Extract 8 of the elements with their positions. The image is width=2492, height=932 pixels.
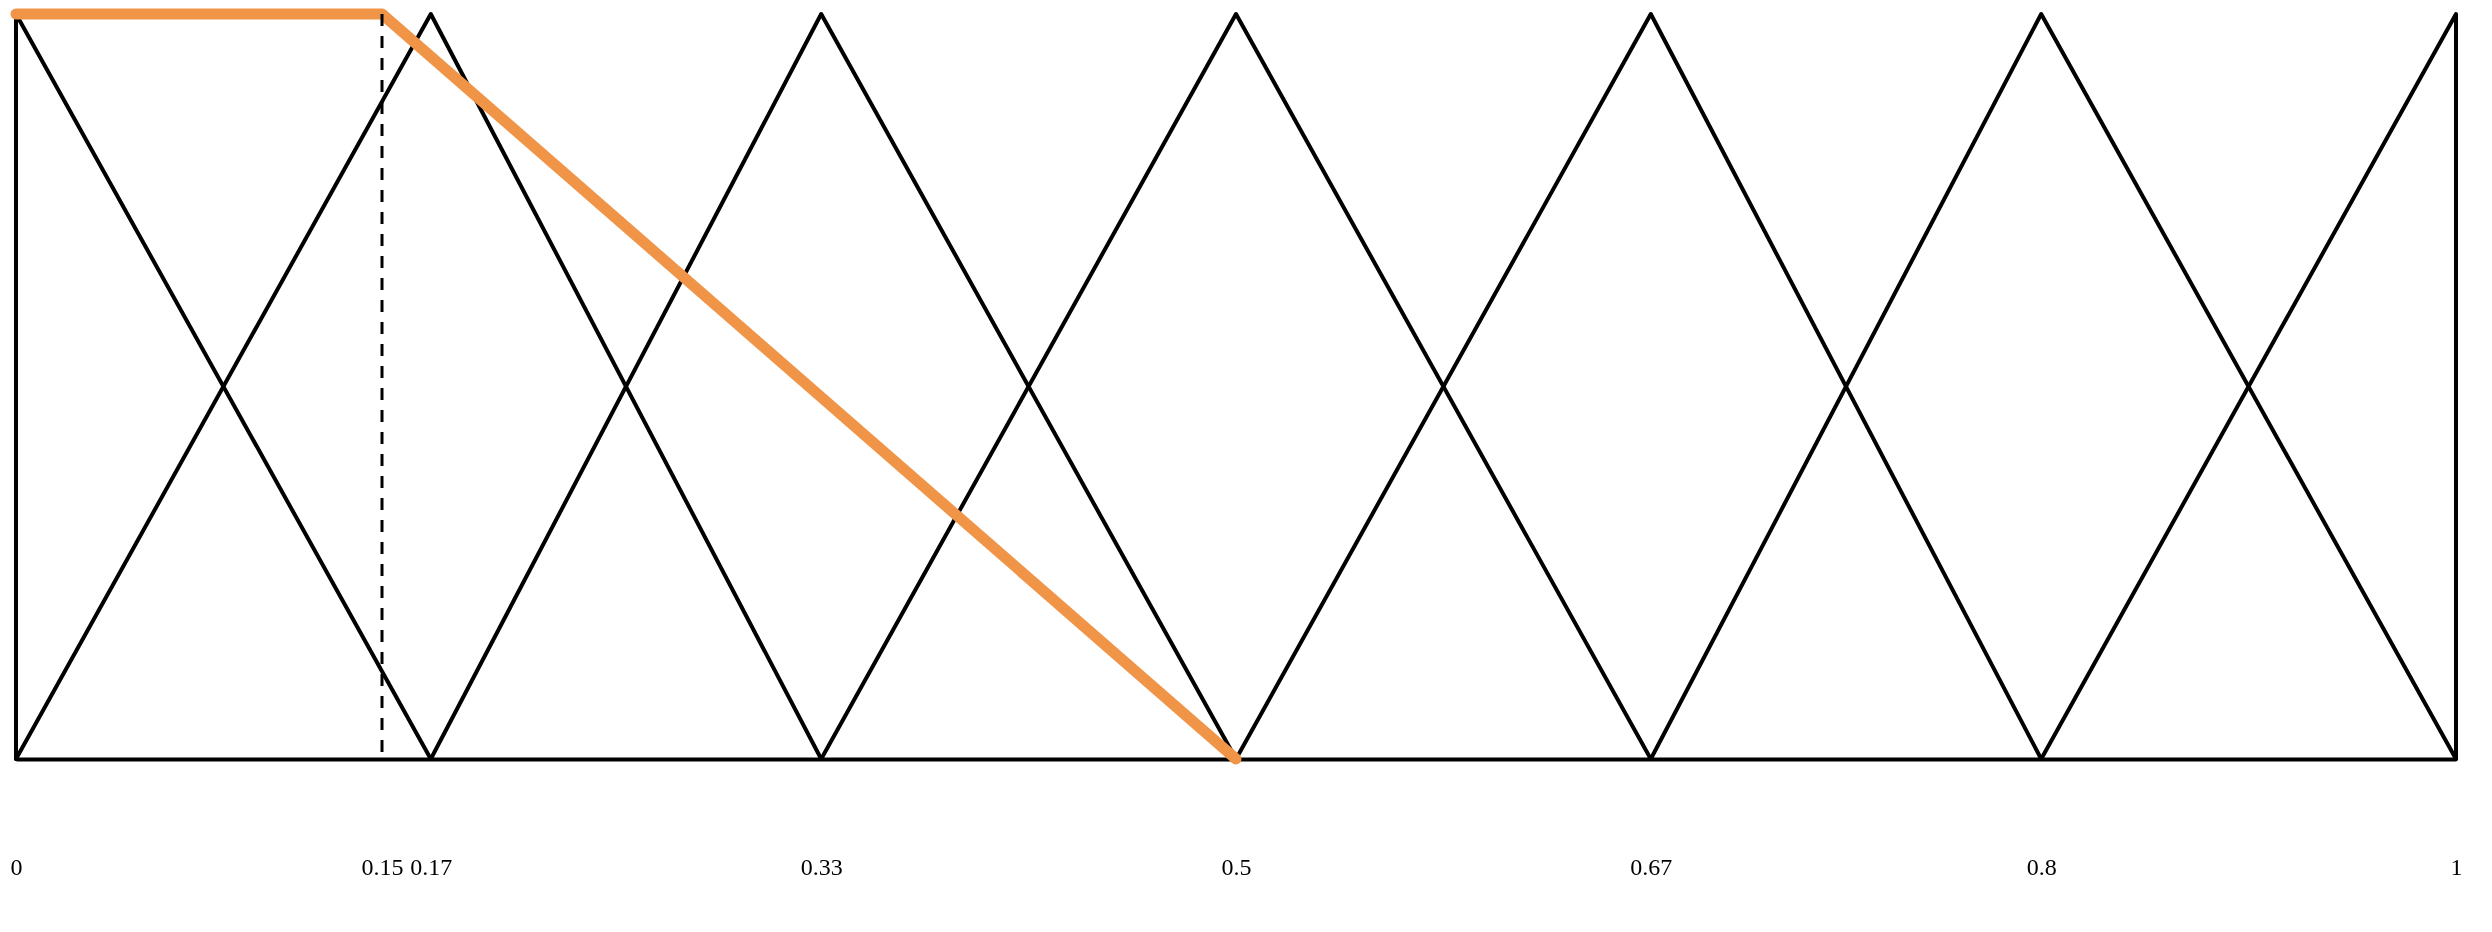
- x-tick-label: 0.15: [361, 853, 404, 880]
- x-tick-label: 0.67: [1630, 853, 1673, 880]
- x-tick-label: 0.5: [1221, 853, 1252, 880]
- x-tick-label: 1: [2450, 853, 2463, 880]
- x-tick-label: 0: [10, 853, 23, 880]
- x-tick-label: 0.33: [800, 853, 843, 880]
- x-tick-label: 0.8: [2026, 853, 2057, 880]
- x-tick-label: 0.17: [410, 853, 453, 880]
